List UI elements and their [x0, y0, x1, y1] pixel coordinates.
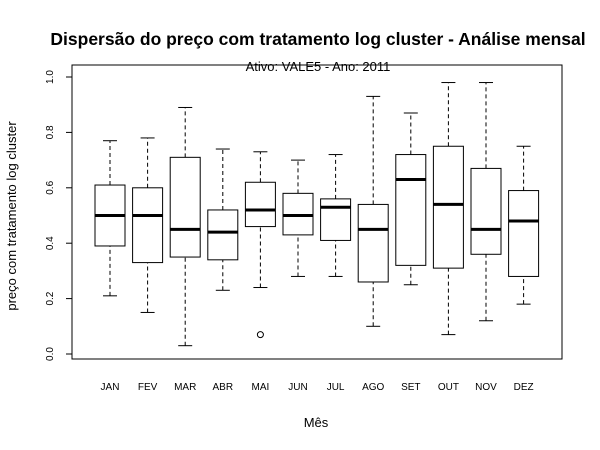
box-nov — [470, 82, 502, 322]
iqr-box — [207, 209, 239, 261]
box-jan — [94, 140, 126, 297]
box-set — [395, 112, 427, 286]
iqr-box — [320, 198, 352, 241]
x-tick-label: MAR — [174, 382, 196, 393]
y-tick-label: 0.8 — [45, 125, 56, 139]
x-tick-label: OUT — [438, 382, 459, 393]
x-tick-label: JAN — [101, 382, 120, 393]
x-axis-labels: JAN FEV MAR ABR MAI JUN JUL AGO SET OUT NOV DEZ — [101, 382, 534, 393]
iqr-box — [508, 190, 540, 277]
chart-subtitle: Ativo: VALE5 - Ano: 2011 — [246, 59, 391, 74]
x-tick-label: AGO — [362, 382, 384, 393]
iqr-box — [432, 145, 464, 269]
iqr-box — [357, 203, 389, 283]
x-tick-label: SET — [401, 382, 420, 393]
y-tick-label: 0.2 — [45, 291, 56, 305]
iqr-box — [244, 181, 276, 228]
box-jun — [282, 159, 314, 277]
x-tick-label: ABR — [213, 382, 234, 393]
iqr-box — [169, 156, 201, 258]
x-tick-label: JUN — [288, 382, 307, 393]
x-tick-label: FEV — [138, 382, 158, 393]
y-tick-label: 1.0 — [45, 70, 56, 84]
y-tick-label: 0.4 — [45, 236, 56, 250]
x-tick-label: MAI — [252, 382, 270, 393]
iqr-box — [470, 167, 502, 255]
x-tick-label: JUL — [327, 382, 345, 393]
box-mar — [169, 106, 201, 347]
y-tick-label: 0.6 — [45, 180, 56, 194]
chart-title: Dispersão do preço com tratamento log cl… — [50, 29, 585, 49]
box-abr — [207, 148, 239, 291]
iqr-box — [132, 187, 164, 264]
box-fev — [132, 137, 164, 313]
x-axis-label: Mês — [304, 415, 329, 430]
outlier-point — [256, 331, 264, 339]
y-tick-label: 0.0 — [45, 347, 56, 361]
box-jul — [320, 154, 352, 277]
box-dez — [508, 145, 540, 305]
x-tick-label: DEZ — [514, 382, 534, 393]
y-axis: 0.0 0.2 0.4 0.6 0.8 1.0 — [45, 70, 73, 361]
y-axis-label: preço com tratamento log cluster — [4, 121, 19, 311]
boxes-group — [94, 82, 540, 347]
box-out — [432, 82, 464, 336]
x-tick-label: NOV — [475, 382, 497, 393]
iqr-box — [395, 154, 427, 266]
box-ago — [357, 95, 389, 327]
box-mai — [244, 151, 276, 339]
